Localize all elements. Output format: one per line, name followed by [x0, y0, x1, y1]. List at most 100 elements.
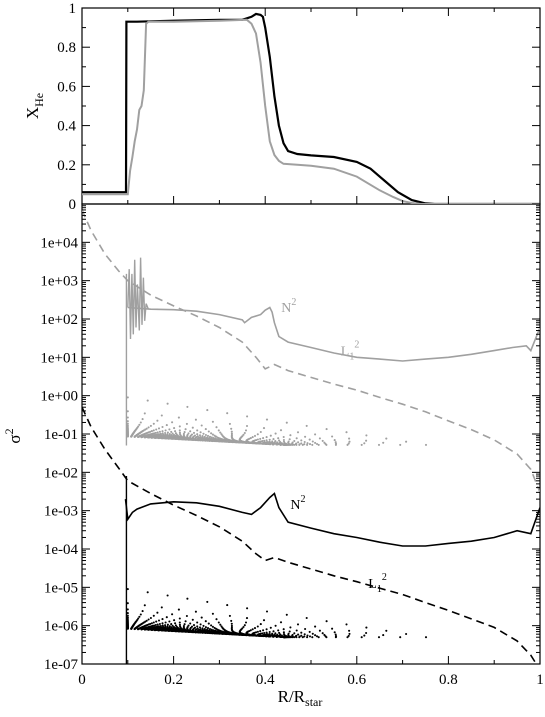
mode-dot	[160, 414, 163, 417]
mode-dot	[126, 416, 129, 419]
mode-dot	[265, 418, 269, 421]
mode-dot	[140, 436, 143, 439]
mode-dot	[331, 627, 334, 630]
xtick-label: 0.8	[439, 672, 458, 688]
mode-dot	[165, 616, 168, 619]
mode-dot	[399, 636, 402, 639]
mode-dot	[126, 602, 129, 605]
mode-dot	[304, 627, 307, 631]
mode-dot	[331, 435, 334, 438]
mode-dot	[315, 635, 319, 638]
mode-dot	[282, 438, 285, 442]
mode-dot	[211, 420, 214, 423]
mode-dot	[248, 442, 251, 445]
bottom-ytick-label: 1e-04	[44, 542, 79, 558]
mode-dot	[143, 628, 146, 631]
bottom-ytick-label: 1e-01	[44, 427, 78, 443]
mode-dot	[293, 443, 296, 446]
mode-dot	[201, 631, 204, 634]
mode-dot	[200, 424, 203, 427]
mode-dot	[274, 624, 277, 627]
mode-dot	[230, 427, 233, 430]
mode-dot	[213, 440, 216, 443]
mode-dot	[272, 635, 275, 638]
mode-dot	[187, 438, 190, 441]
mode-dot	[262, 437, 265, 440]
mode-dot	[295, 437, 298, 440]
mode-dot	[164, 624, 167, 627]
mode-dot	[211, 612, 214, 615]
mode-dot	[166, 594, 169, 597]
bottom-ytick-label: 1e+02	[40, 312, 78, 328]
mode-dot	[345, 431, 348, 434]
mode-dot	[219, 623, 222, 626]
mode-dot	[245, 634, 248, 637]
mode-dot	[150, 436, 153, 439]
mode-dot	[208, 439, 211, 442]
mode-dot	[184, 630, 187, 633]
mode-dot	[147, 628, 150, 631]
mode-dot	[211, 440, 214, 443]
mode-dot	[265, 439, 268, 442]
mode-dot	[156, 419, 159, 422]
mode-dot	[333, 631, 336, 634]
mode-dot	[230, 619, 233, 622]
mode-dot	[158, 430, 161, 433]
mode-dot	[133, 628, 136, 631]
mode-dot	[348, 440, 351, 443]
mode-dot	[282, 435, 285, 439]
mode-dot	[184, 428, 187, 431]
mode-dot	[230, 430, 233, 433]
mode-dot	[282, 628, 285, 631]
mode-dot	[311, 632, 314, 635]
mode-dot	[308, 443, 312, 446]
mode-dot	[164, 629, 167, 632]
bottom-ytick-label: 1e-03	[44, 504, 78, 520]
annotation-sup: 2	[291, 297, 296, 308]
mode-dot	[295, 443, 298, 446]
mode-dot	[230, 432, 233, 435]
mode-dot	[178, 431, 181, 434]
mode-dot	[206, 627, 210, 630]
mode-dot	[126, 420, 129, 423]
mode-dot	[170, 430, 173, 433]
mode-dot	[253, 627, 257, 630]
mode-dot	[255, 634, 258, 637]
mode-dot	[211, 433, 214, 436]
mode-dot	[203, 439, 206, 442]
mode-dot	[259, 623, 262, 626]
mode-dot	[170, 623, 173, 626]
mode-dot	[282, 443, 285, 446]
mode-dot	[308, 630, 311, 633]
mode-dot	[385, 437, 388, 440]
mode-dot	[170, 437, 173, 440]
mode-dot	[314, 634, 317, 637]
mode-dot	[248, 634, 251, 637]
bottom-ytick-label: 1e+01	[40, 350, 78, 366]
mode-dot	[156, 623, 159, 626]
mode-dot	[298, 636, 301, 639]
mode-dot	[133, 435, 136, 438]
mode-dot	[252, 634, 255, 637]
mode-dot	[211, 625, 214, 628]
mode-dot	[277, 629, 280, 632]
mode-dot	[147, 436, 150, 439]
mode-dot	[181, 438, 184, 441]
mode-dot	[303, 440, 306, 444]
mode-dot	[221, 632, 224, 635]
top-series-group	[82, 12, 540, 204]
mode-dot	[363, 442, 366, 445]
mode-dot	[348, 629, 351, 632]
annotation-1: L12	[341, 340, 360, 363]
mode-dot	[255, 442, 258, 445]
mode-dot	[157, 437, 160, 440]
mode-dot	[300, 442, 303, 445]
mode-family-0	[126, 396, 428, 446]
mode-dot	[218, 440, 221, 443]
mode-dot	[153, 436, 156, 440]
mode-dot	[346, 636, 349, 639]
mode-dot	[275, 443, 279, 446]
mode-dot	[189, 430, 192, 433]
mode-dot	[204, 626, 207, 629]
